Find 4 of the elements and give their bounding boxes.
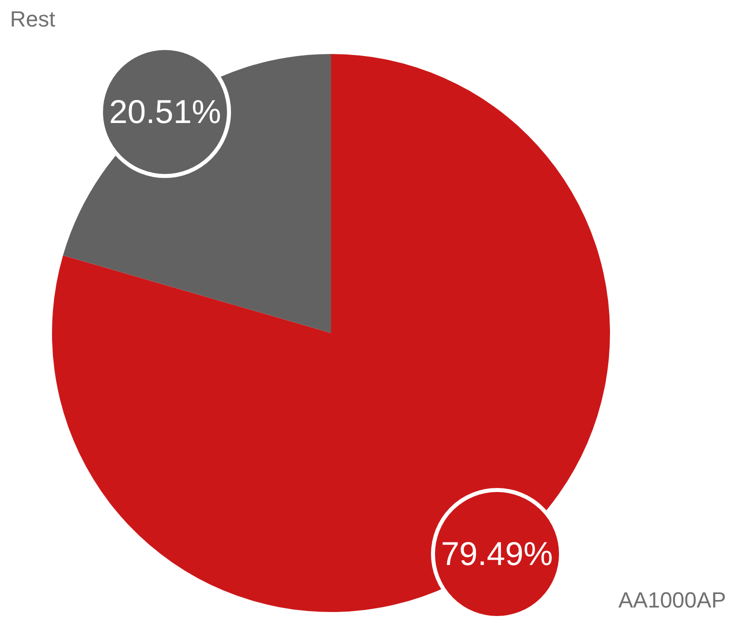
data-label: 79.49%	[440, 534, 553, 573]
data-label: 20.51%	[109, 93, 222, 132]
slice-label: Rest	[10, 6, 56, 32]
slice-label: AA1000AP	[618, 588, 726, 612]
